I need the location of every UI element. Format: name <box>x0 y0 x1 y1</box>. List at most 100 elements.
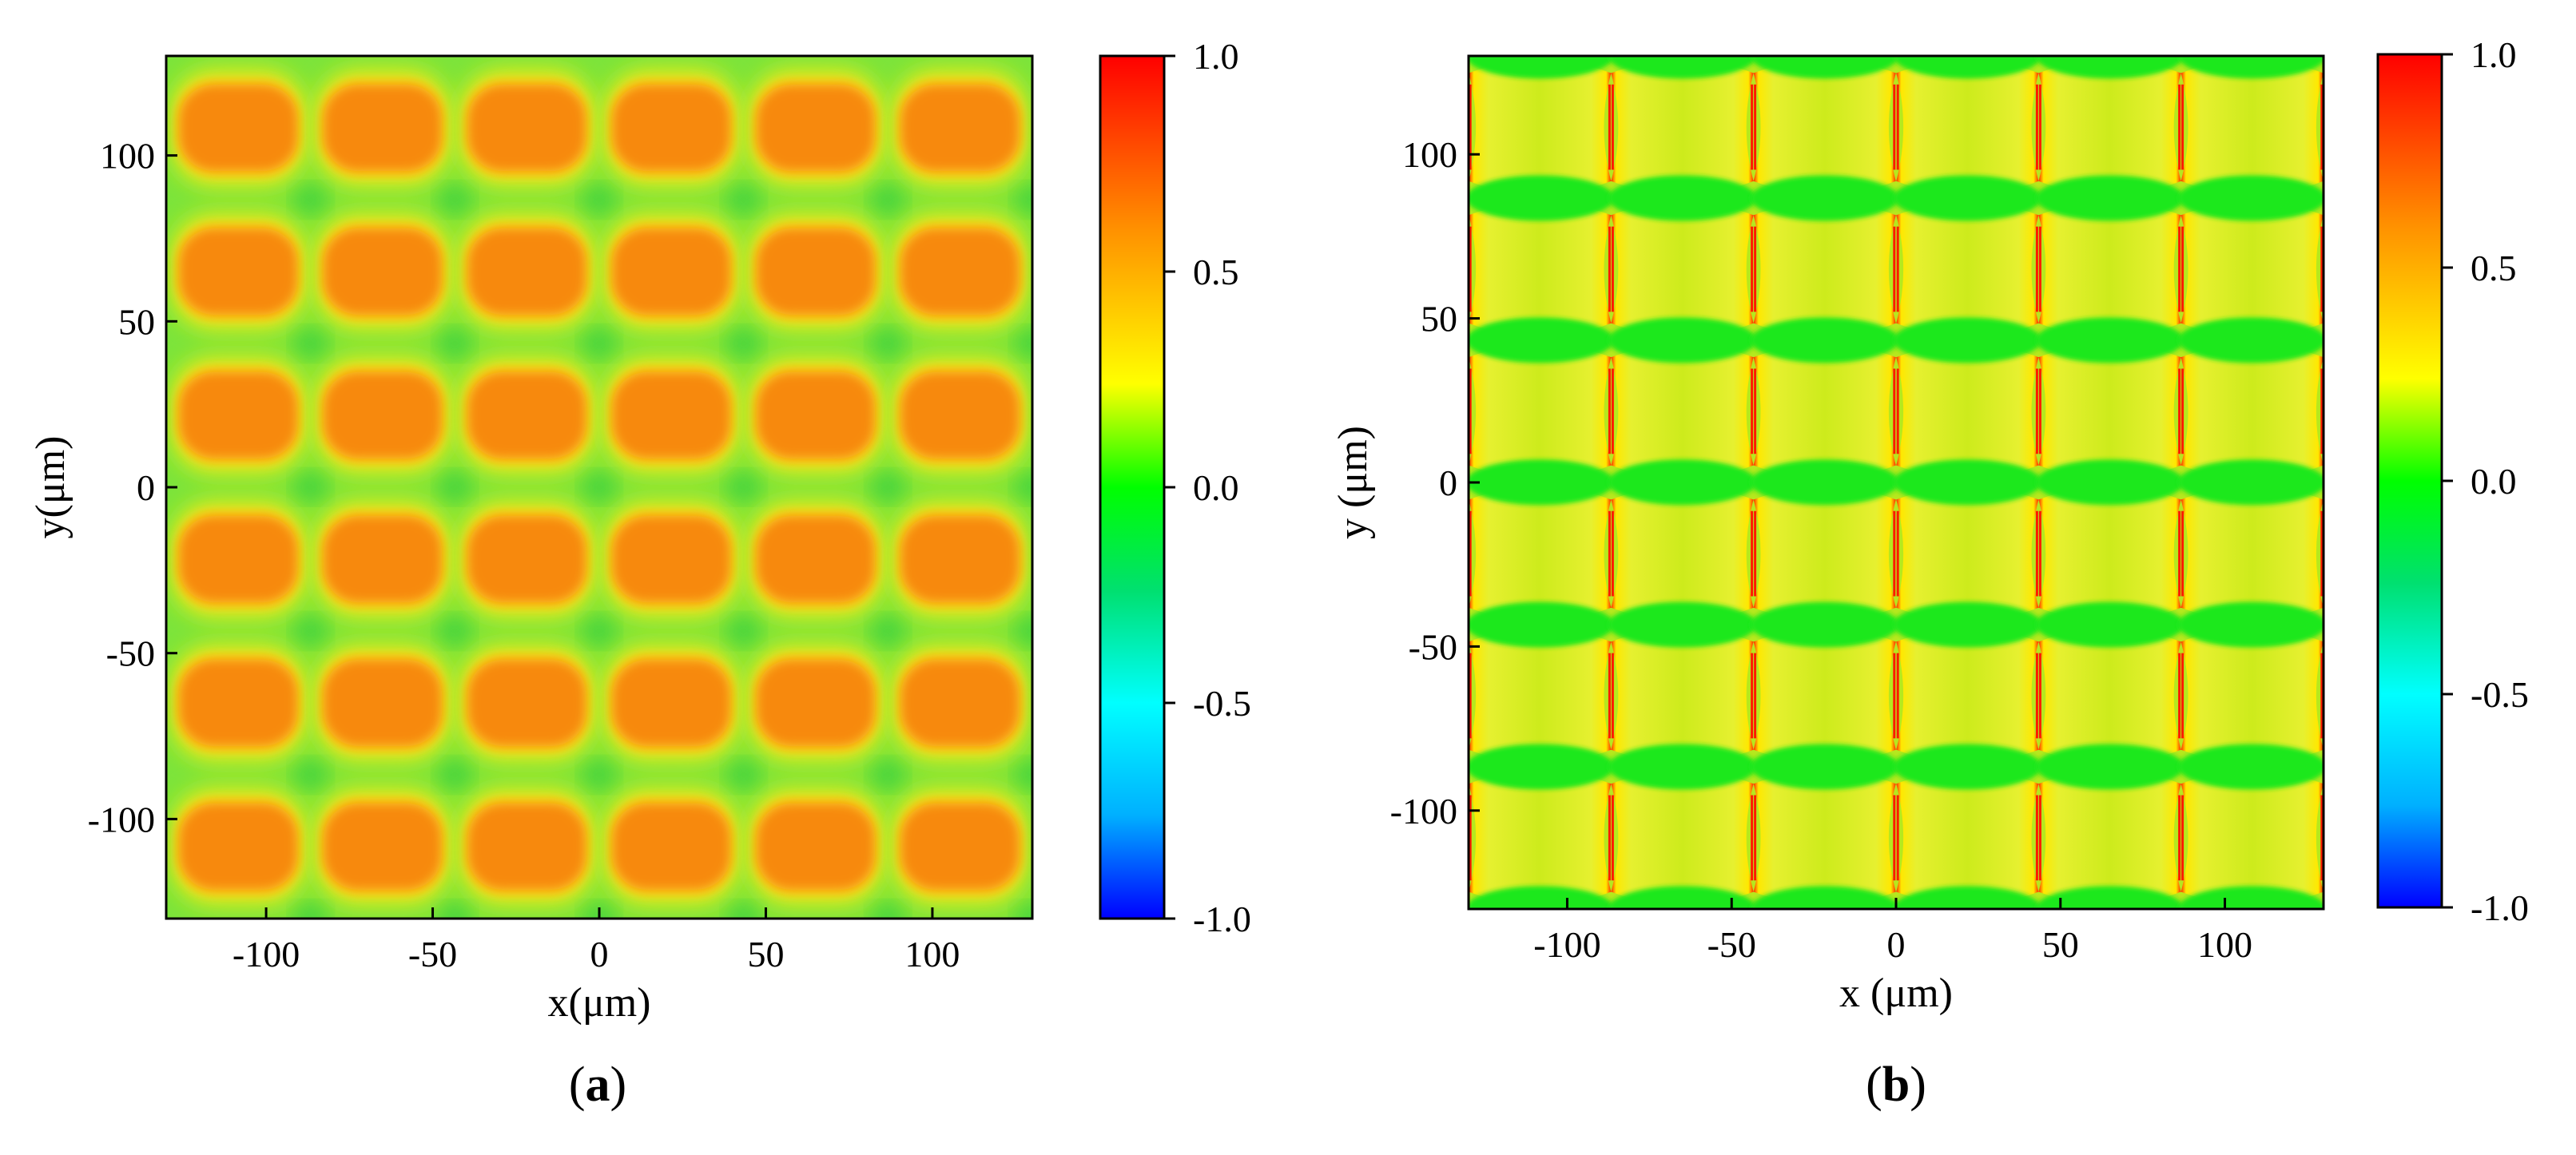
heatmap-cell <box>170 69 307 187</box>
cross-point <box>437 760 472 789</box>
y-tick-label: -50 <box>106 633 155 674</box>
heatmap-cell <box>2180 486 2324 621</box>
heatmap-cell <box>748 212 884 331</box>
cross-point <box>293 472 328 502</box>
green-band <box>2178 744 2324 790</box>
heatmap-cell <box>603 788 740 906</box>
green-band <box>2035 744 2184 790</box>
green-band <box>2178 459 2324 506</box>
colorbar-tick-label: -1.0 <box>1193 899 1251 939</box>
green-band <box>1893 56 2041 79</box>
heatmap-cell <box>1469 201 1612 337</box>
colorbar-gradient <box>2376 53 2443 909</box>
y-tick-label: -100 <box>1390 791 1457 832</box>
heatmap-cell <box>315 500 451 618</box>
green-band <box>1893 601 2041 648</box>
colorbar: 1.0 0.5 0.0 -0.5 -1.0 <box>1099 36 1251 939</box>
green-band <box>1751 601 1899 648</box>
green-band <box>1469 886 1614 909</box>
heatmap-cell <box>892 212 1028 331</box>
green-band <box>1469 459 1614 506</box>
green-band <box>2178 601 2324 648</box>
heatmap-cell <box>2038 59 2181 195</box>
heatmap-cell <box>1896 201 2039 337</box>
heatmap-cell <box>748 356 884 474</box>
colorbar-tick-label: -0.5 <box>2471 674 2529 715</box>
cross-point <box>437 617 472 646</box>
heatmap-cell <box>1611 343 1754 479</box>
cross-point <box>1015 472 1032 502</box>
heatmap-cell <box>315 788 451 906</box>
heatmap-cell <box>2180 343 2324 479</box>
cross-point <box>437 472 472 502</box>
heatmap-cell <box>1753 628 1896 764</box>
green-band <box>2178 175 2324 221</box>
heatmap-cell <box>459 212 595 331</box>
heatmap-cell <box>892 788 1028 906</box>
heatmap-cell <box>1469 770 1612 906</box>
colorbar: 1.0 0.5 0.0 -0.5 -1.0 <box>2376 34 2529 928</box>
x-tick-label: 0 <box>590 934 609 974</box>
x-tick-label: 50 <box>2042 924 2079 965</box>
heatmap-cell <box>1469 486 1612 621</box>
green-band <box>2035 459 2184 506</box>
cross-point <box>293 903 328 919</box>
cross-point <box>1015 903 1032 919</box>
x-axis-label: x(μm) <box>548 980 651 1026</box>
x-tick-label: -50 <box>408 934 457 974</box>
heatmap-cell <box>748 500 884 618</box>
x-tick-label: -50 <box>1707 924 1756 965</box>
cross-point <box>1015 617 1032 646</box>
cross-point <box>726 760 761 789</box>
cross-point <box>1015 185 1032 215</box>
heatmap-cell <box>1753 486 1896 621</box>
heatmap-cell <box>2180 770 2324 906</box>
heatmap-cell <box>1753 343 1896 479</box>
heatmap-cell <box>459 500 595 618</box>
heatmap-cell <box>1753 59 1896 195</box>
green-band <box>1751 886 1899 909</box>
heatmap-cell <box>459 356 595 474</box>
heatmap-cell <box>1611 59 1754 195</box>
heatmap-cell <box>315 356 451 474</box>
y-tick-label: 50 <box>118 301 155 342</box>
heatmap-field <box>166 56 1032 919</box>
green-band <box>1469 175 1614 221</box>
heatmap-cell <box>1896 59 2039 195</box>
x-tick-label: -100 <box>1533 924 1600 965</box>
colorbar-tick-label: 1.0 <box>2471 34 2517 75</box>
green-band <box>2178 317 2324 363</box>
y-tick-label: 0 <box>1439 462 1457 503</box>
heatmap-cell <box>1611 628 1754 764</box>
heatmap-cell <box>603 500 740 618</box>
x-tick-label: 100 <box>2197 924 2252 965</box>
green-band <box>1751 744 1899 790</box>
colorbar-gradient <box>1099 54 1166 920</box>
heatmap-cell <box>1753 201 1896 337</box>
green-band <box>1608 317 1757 363</box>
heatmap-cell <box>892 644 1028 762</box>
heatmap-cell <box>1469 628 1612 764</box>
heatmap-cell <box>1896 770 2039 906</box>
cross-point <box>582 617 617 646</box>
green-band <box>1608 886 1757 909</box>
heatmap-cell <box>315 644 451 762</box>
cross-point <box>870 903 905 919</box>
cross-point <box>293 617 328 646</box>
y-axis-label: y (μm) <box>1330 426 1376 539</box>
heatmap-cell <box>892 500 1028 618</box>
green-band <box>2178 886 2324 909</box>
cross-point <box>870 328 905 358</box>
heatmap-cell <box>2038 486 2181 621</box>
cross-point <box>582 760 617 789</box>
cross-point <box>293 328 328 358</box>
cross-point <box>726 617 761 646</box>
cross-point <box>726 328 761 358</box>
chart-panel-b: -100 -50 0 50 100 -100 -50 0 50 100 x (μm) y (μm) 1.… <box>1330 34 2529 1112</box>
heatmap-cell <box>1611 486 1754 621</box>
heatmap-cell <box>170 500 307 618</box>
heatmap-cell <box>1896 486 2039 621</box>
green-band <box>1751 56 1899 79</box>
colorbar-tick-label: -1.0 <box>2471 887 2529 928</box>
cross-point <box>870 760 905 789</box>
